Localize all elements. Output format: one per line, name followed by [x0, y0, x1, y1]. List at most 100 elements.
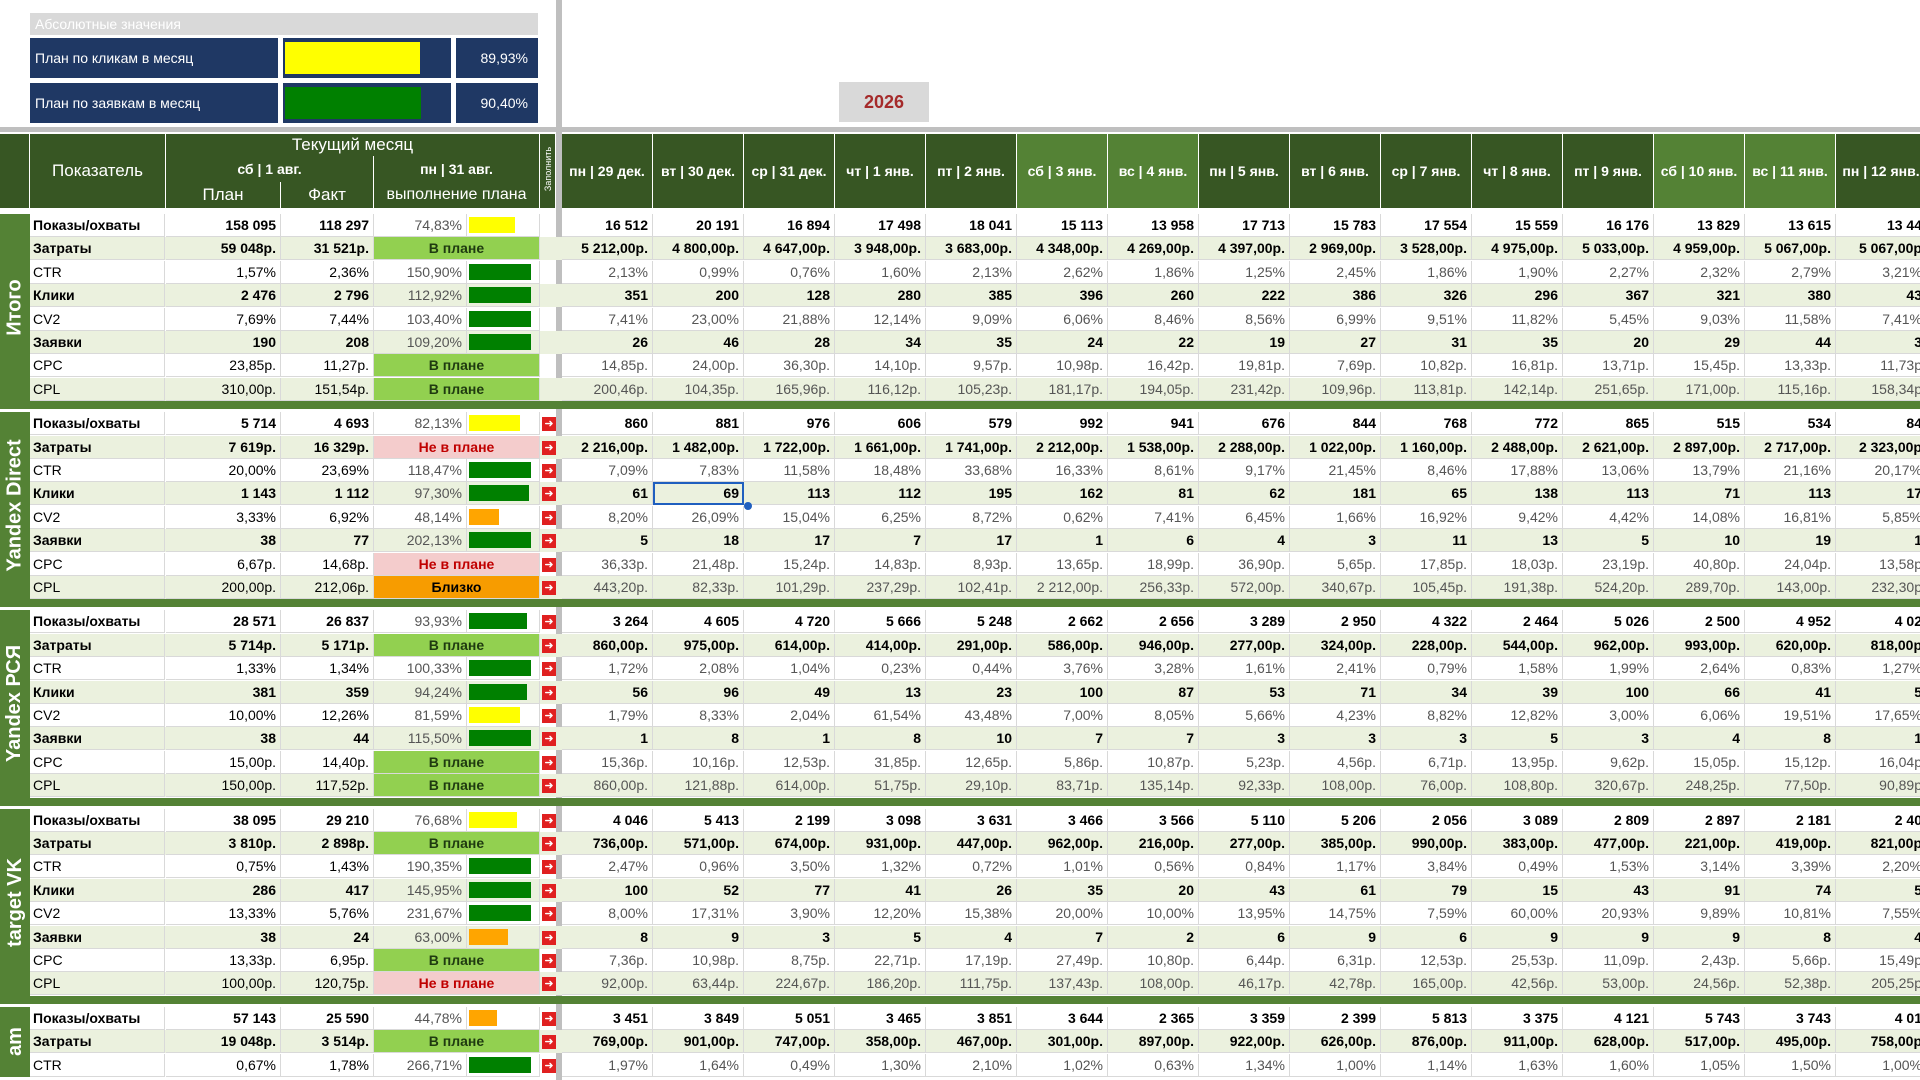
day-cell[interactable]: 3,28% [1108, 657, 1199, 681]
day-cell[interactable]: 69 [653, 482, 744, 506]
day-cell[interactable]: 33,68% [926, 459, 1017, 482]
day-cell[interactable]: 74 [1745, 878, 1836, 902]
red-arrow-icon[interactable]: ➜ [542, 709, 556, 723]
day-cell[interactable]: 3 [1381, 727, 1472, 751]
day-cell[interactable]: 620,00р. [1745, 633, 1836, 657]
day-cell[interactable]: 326 [1381, 284, 1472, 308]
day-cell[interactable]: 100 [1563, 680, 1654, 704]
day-cell[interactable]: 3 375 [1472, 1006, 1563, 1030]
day-cell[interactable]: 901,00р. [653, 1030, 744, 1054]
day-cell[interactable]: 992 [1017, 412, 1108, 436]
day-cell[interactable]: 4 348,00р. [1017, 237, 1108, 261]
day-cell[interactable]: 10,16р. [653, 750, 744, 774]
day-cell[interactable]: 3 631 [926, 808, 1017, 832]
day-cell[interactable]: 3,00% [1563, 704, 1654, 727]
day-cell[interactable]: 4 121 [1563, 1006, 1654, 1030]
day-cell[interactable]: 21,48р. [653, 552, 744, 576]
day-cell[interactable]: 66 [1654, 680, 1745, 704]
day-cell[interactable]: 109,96р. [1290, 377, 1381, 401]
red-arrow-icon[interactable]: ➜ [542, 638, 556, 653]
fact-value[interactable]: 1,78% [281, 1053, 374, 1077]
day-cell[interactable]: 16,81% [1745, 505, 1836, 529]
day-cell[interactable]: 15,49р [1836, 949, 1920, 972]
day-cell[interactable]: 517,00р. [1654, 1030, 1745, 1054]
day-cell[interactable]: 34 [1381, 680, 1472, 704]
day-cell[interactable]: 5 248 [926, 610, 1017, 634]
day-cell[interactable]: 128 [744, 284, 835, 308]
day-cell[interactable]: 181 [1290, 482, 1381, 506]
day-cell[interactable]: 990,00р. [1381, 832, 1472, 855]
day-cell[interactable]: 8,46% [1381, 459, 1472, 482]
day-cell[interactable]: 4 975,00р. [1472, 237, 1563, 261]
day-cell[interactable]: 11,58% [1745, 307, 1836, 331]
day-cell[interactable]: 5 110 [1199, 808, 1290, 832]
day-cell[interactable]: 12,53р. [1381, 949, 1472, 972]
day-cell[interactable]: 962,00р. [1017, 832, 1108, 855]
day-cell[interactable]: 31,85р. [835, 750, 926, 774]
fact-value[interactable]: 120,75р. [281, 972, 374, 996]
plan-value[interactable]: 20,00% [166, 459, 281, 482]
day-cell[interactable]: 1,53% [1563, 855, 1654, 879]
day-cell[interactable]: 13,06% [1563, 459, 1654, 482]
day-cell[interactable]: 3 289 [1199, 610, 1290, 634]
day-cell[interactable]: 10,87р. [1108, 750, 1199, 774]
day-cell[interactable]: 115,16р. [1745, 377, 1836, 401]
fact-value[interactable]: 23,69% [281, 459, 374, 482]
plan-value[interactable]: 10,00% [166, 704, 281, 727]
day-cell[interactable]: 5 [835, 925, 926, 949]
day-cell[interactable]: 23,00% [653, 307, 744, 331]
day-cell[interactable]: 3 [1836, 331, 1920, 354]
day-cell[interactable]: 186,20р. [835, 972, 926, 996]
day-cell[interactable]: 251,65р. [1563, 377, 1654, 401]
day-cell[interactable]: 4 397,00р. [1199, 237, 1290, 261]
day-cell[interactable]: 2 897,00р. [1654, 435, 1745, 459]
red-arrow-icon[interactable]: ➜ [542, 440, 556, 455]
day-cell[interactable]: 1 538,00р. [1108, 435, 1199, 459]
day-cell[interactable]: 9,03% [1654, 307, 1745, 331]
day-cell[interactable]: 36,33р. [562, 552, 653, 576]
day-cell[interactable]: 13,95% [1199, 902, 1290, 926]
day-cell[interactable]: 26 [562, 331, 653, 354]
day-cell[interactable]: 15,05р. [1654, 750, 1745, 774]
day-cell[interactable]: 228,00р. [1381, 633, 1472, 657]
day-cell[interactable]: 1,34% [1199, 1053, 1290, 1077]
day-cell[interactable]: 10,00% [1108, 902, 1199, 926]
day-cell[interactable]: 324,00р. [1290, 633, 1381, 657]
day-cell[interactable]: 4,42% [1563, 505, 1654, 529]
day-cell[interactable]: 7,69р. [1290, 354, 1381, 378]
day-cell[interactable]: 11,09р. [1563, 949, 1654, 972]
plan-value[interactable]: 1 143 [166, 482, 281, 506]
day-cell[interactable]: 81 [1108, 482, 1199, 506]
day-cell[interactable]: 6,06% [1654, 704, 1745, 727]
day-cell[interactable]: 9 [653, 925, 744, 949]
day-cell[interactable]: 0,96% [653, 855, 744, 879]
day-cell[interactable]: 18,99р. [1108, 552, 1199, 576]
day-cell[interactable]: 946,00р. [1108, 633, 1199, 657]
day-cell[interactable]: 3 528,00р. [1381, 237, 1472, 261]
day-cell[interactable]: 860,00р. [562, 633, 653, 657]
day-cell[interactable]: 87 [1108, 680, 1199, 704]
plan-value[interactable]: 15,00р. [166, 750, 281, 774]
day-cell[interactable]: 5,45% [1563, 307, 1654, 331]
day-cell[interactable]: 84 [1836, 412, 1920, 436]
day-cell[interactable]: 8 [835, 727, 926, 751]
day-cell[interactable]: 277,00р. [1199, 633, 1290, 657]
day-cell[interactable]: 993,00р. [1654, 633, 1745, 657]
day-cell[interactable]: 2,20% [1836, 855, 1920, 879]
day-cell[interactable]: 2 488,00р. [1472, 435, 1563, 459]
day-cell[interactable]: 138 [1472, 482, 1563, 506]
plan-value[interactable]: 381 [166, 680, 281, 704]
red-arrow-icon[interactable]: ➜ [542, 510, 556, 525]
day-cell[interactable]: 13,58р [1836, 553, 1920, 576]
day-cell[interactable]: 194,05р. [1108, 377, 1199, 401]
day-cell[interactable]: 2 717,00р. [1745, 435, 1836, 459]
day-cell[interactable]: 524,20р. [1563, 576, 1654, 599]
day-cell[interactable]: 165,00р. [1381, 972, 1472, 996]
day-cell[interactable]: 111,75р. [926, 972, 1017, 996]
day-cell[interactable]: 8,82% [1381, 704, 1472, 727]
day-cell[interactable]: 12,14% [835, 307, 926, 331]
day-cell[interactable]: 108,80р. [1472, 774, 1563, 798]
day-cell[interactable]: 11 [1381, 529, 1472, 553]
day-cell[interactable]: 860 [562, 412, 653, 436]
day-cell[interactable]: 4 605 [653, 610, 744, 634]
